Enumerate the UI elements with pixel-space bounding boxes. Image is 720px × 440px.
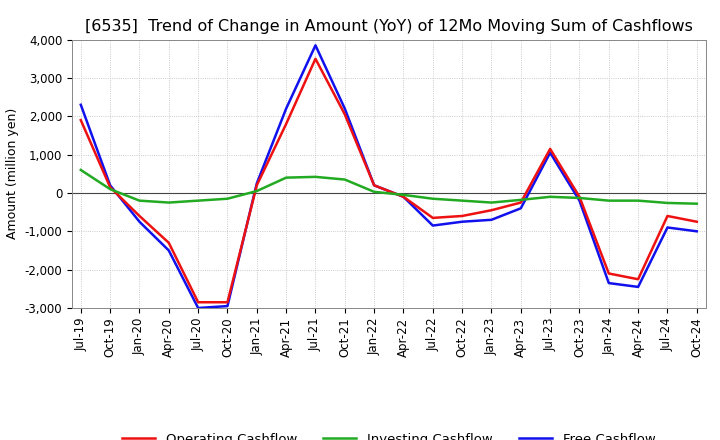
Free Cashflow bbox=[663, 225, 672, 230]
Free Cashflow bbox=[282, 106, 290, 111]
Operating Cashflow bbox=[282, 121, 290, 127]
Free Cashflow bbox=[546, 150, 554, 155]
Investing Cashflow bbox=[135, 198, 144, 203]
Title: [6535]  Trend of Change in Amount (YoY) of 12Mo Moving Sum of Cashflows: [6535] Trend of Change in Amount (YoY) o… bbox=[85, 19, 693, 34]
Operating Cashflow bbox=[399, 194, 408, 199]
Investing Cashflow bbox=[575, 195, 584, 201]
Investing Cashflow bbox=[311, 174, 320, 180]
Operating Cashflow bbox=[76, 117, 85, 123]
Free Cashflow bbox=[106, 183, 114, 188]
Free Cashflow bbox=[253, 181, 261, 186]
Operating Cashflow bbox=[458, 213, 467, 219]
Investing Cashflow bbox=[458, 198, 467, 203]
Free Cashflow bbox=[399, 194, 408, 199]
Free Cashflow bbox=[311, 43, 320, 48]
Investing Cashflow bbox=[106, 187, 114, 192]
Operating Cashflow bbox=[516, 200, 525, 205]
Free Cashflow bbox=[575, 198, 584, 203]
Investing Cashflow bbox=[693, 201, 701, 206]
Operating Cashflow bbox=[605, 271, 613, 276]
Free Cashflow bbox=[370, 183, 379, 188]
Investing Cashflow bbox=[341, 177, 349, 182]
Investing Cashflow bbox=[370, 189, 379, 194]
Operating Cashflow bbox=[106, 185, 114, 190]
Y-axis label: Amount (million yen): Amount (million yen) bbox=[6, 108, 19, 239]
Operating Cashflow bbox=[487, 208, 496, 213]
Investing Cashflow bbox=[487, 200, 496, 205]
Operating Cashflow bbox=[311, 56, 320, 62]
Investing Cashflow bbox=[546, 194, 554, 199]
Investing Cashflow bbox=[253, 188, 261, 194]
Free Cashflow bbox=[487, 217, 496, 223]
Operating Cashflow bbox=[634, 277, 642, 282]
Investing Cashflow bbox=[634, 198, 642, 203]
Line: Investing Cashflow: Investing Cashflow bbox=[81, 170, 697, 204]
Operating Cashflow bbox=[575, 194, 584, 199]
Operating Cashflow bbox=[164, 240, 173, 246]
Operating Cashflow bbox=[693, 219, 701, 224]
Free Cashflow bbox=[194, 305, 202, 311]
Line: Operating Cashflow: Operating Cashflow bbox=[81, 59, 697, 302]
Free Cashflow bbox=[341, 106, 349, 111]
Free Cashflow bbox=[458, 219, 467, 224]
Investing Cashflow bbox=[399, 192, 408, 198]
Operating Cashflow bbox=[341, 112, 349, 117]
Free Cashflow bbox=[428, 223, 437, 228]
Free Cashflow bbox=[634, 284, 642, 290]
Investing Cashflow bbox=[76, 167, 85, 172]
Free Cashflow bbox=[164, 248, 173, 253]
Operating Cashflow bbox=[663, 213, 672, 219]
Investing Cashflow bbox=[428, 196, 437, 202]
Operating Cashflow bbox=[546, 146, 554, 151]
Investing Cashflow bbox=[194, 198, 202, 203]
Operating Cashflow bbox=[223, 300, 232, 305]
Line: Free Cashflow: Free Cashflow bbox=[81, 45, 697, 308]
Free Cashflow bbox=[693, 229, 701, 234]
Investing Cashflow bbox=[223, 196, 232, 202]
Investing Cashflow bbox=[663, 200, 672, 205]
Investing Cashflow bbox=[605, 198, 613, 203]
Free Cashflow bbox=[223, 304, 232, 309]
Operating Cashflow bbox=[194, 300, 202, 305]
Investing Cashflow bbox=[516, 197, 525, 202]
Operating Cashflow bbox=[370, 183, 379, 188]
Free Cashflow bbox=[516, 205, 525, 211]
Free Cashflow bbox=[76, 102, 85, 107]
Investing Cashflow bbox=[164, 200, 173, 205]
Operating Cashflow bbox=[135, 213, 144, 219]
Investing Cashflow bbox=[282, 175, 290, 180]
Legend: Operating Cashflow, Investing Cashflow, Free Cashflow: Operating Cashflow, Investing Cashflow, … bbox=[117, 427, 661, 440]
Free Cashflow bbox=[135, 219, 144, 224]
Free Cashflow bbox=[605, 280, 613, 286]
Operating Cashflow bbox=[428, 215, 437, 220]
Operating Cashflow bbox=[253, 183, 261, 188]
